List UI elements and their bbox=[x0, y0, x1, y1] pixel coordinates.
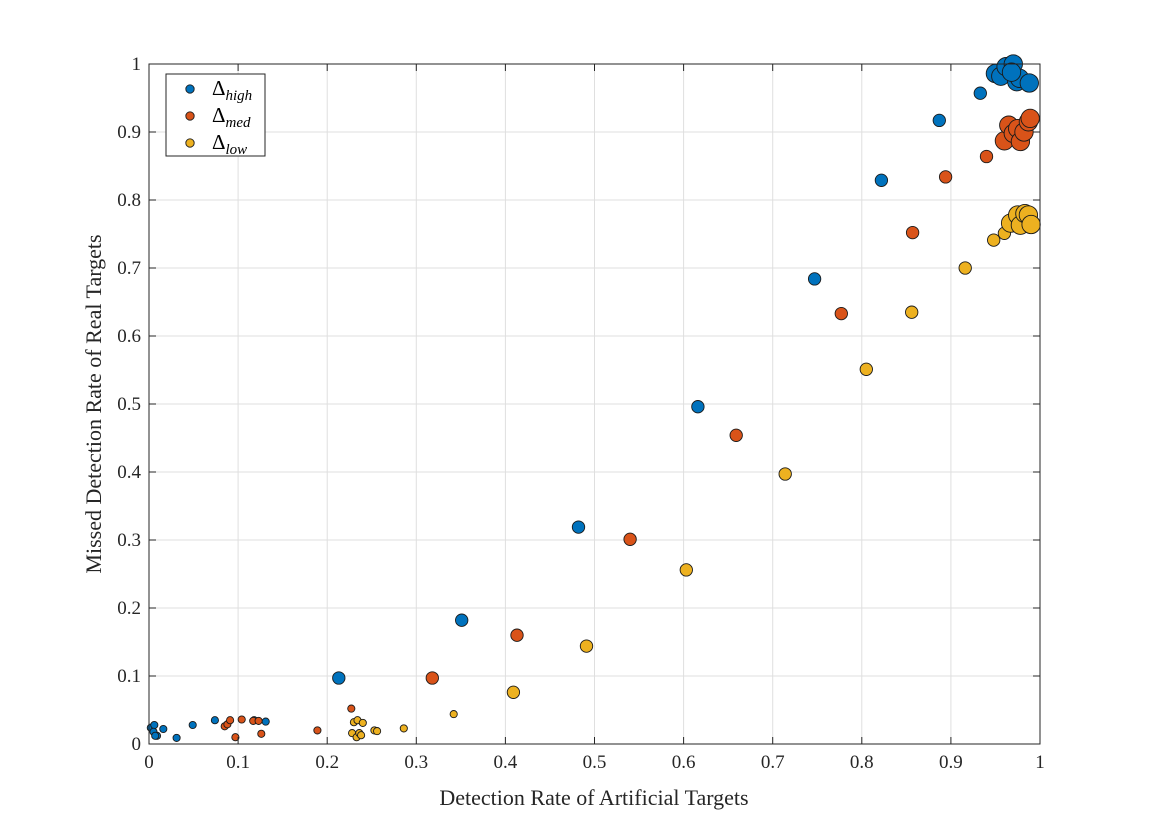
data-point-low bbox=[373, 727, 382, 736]
y-tick-label: 0.2 bbox=[117, 598, 141, 619]
data-point-high bbox=[172, 733, 181, 742]
y-tick-label: 0.7 bbox=[117, 258, 141, 279]
legend-box bbox=[165, 73, 266, 157]
legend-entry-med: Δmed bbox=[212, 103, 251, 131]
y-tick-label: 0.4 bbox=[117, 462, 141, 483]
data-point-med bbox=[425, 671, 439, 685]
data-point-med bbox=[226, 716, 235, 725]
legend-entry-low: Δlow bbox=[212, 130, 247, 158]
data-point-med bbox=[510, 628, 524, 642]
x-tick-label: 0 bbox=[144, 752, 154, 773]
data-point-high bbox=[807, 272, 822, 286]
y-tick-label: 0.6 bbox=[117, 326, 141, 347]
y-tick-labels: 0 0.1 0.2 0.3 0.4 0.5 0.6 0.7 0.8 0.9 1 bbox=[117, 54, 141, 755]
y-tick-label: 0 bbox=[132, 734, 142, 755]
legend-marker-low bbox=[185, 138, 195, 148]
x-tick-label: 1 bbox=[1035, 752, 1045, 773]
data-point-low bbox=[579, 639, 594, 653]
data-point-med bbox=[834, 306, 848, 321]
data-point-low bbox=[449, 710, 458, 719]
data-point-low bbox=[358, 718, 367, 727]
y-tick-label: 0.1 bbox=[117, 666, 141, 687]
axis-ticks bbox=[148, 63, 1041, 745]
data-point-med bbox=[347, 704, 356, 713]
x-tick-labels: 0 0.1 0.2 0.3 0.4 0.5 0.6 0.7 0.8 0.9 1 bbox=[144, 752, 1045, 773]
x-tick-label: 0.1 bbox=[226, 752, 250, 773]
data-point-med bbox=[623, 532, 637, 546]
data-point-low bbox=[905, 305, 919, 319]
x-axis-title: Detection Rate of Artificial Targets bbox=[439, 785, 748, 810]
data-point-med bbox=[1020, 108, 1040, 129]
series-med bbox=[220, 108, 1040, 742]
data-point-high bbox=[159, 724, 168, 734]
y-tick-label: 0.8 bbox=[117, 190, 141, 211]
data-point-low bbox=[399, 724, 408, 733]
data-point-med bbox=[729, 428, 743, 442]
x-tick-label: 0.7 bbox=[761, 752, 785, 773]
data-point-med bbox=[938, 170, 953, 184]
y-tick-label: 0.9 bbox=[117, 122, 141, 143]
data-point-high bbox=[932, 113, 946, 128]
data-points bbox=[146, 54, 1041, 742]
data-point-high bbox=[188, 720, 197, 730]
data-point-low bbox=[506, 685, 521, 699]
data-point-low bbox=[1021, 214, 1041, 235]
data-point-high bbox=[332, 671, 346, 685]
x-tick-label: 0.8 bbox=[850, 752, 874, 773]
data-point-high bbox=[210, 716, 219, 725]
data-point-low bbox=[859, 362, 873, 376]
grid-lines bbox=[149, 64, 1040, 744]
data-point-med bbox=[231, 733, 240, 742]
data-point-low bbox=[987, 233, 1001, 247]
series-low bbox=[348, 203, 1041, 742]
y-axis-title: Missed Detection Rate of Real Targets bbox=[81, 234, 106, 573]
legend-marker-high bbox=[185, 84, 195, 94]
data-point-high bbox=[1019, 73, 1039, 93]
x-tick-label: 0.9 bbox=[939, 752, 963, 773]
data-point-low bbox=[958, 261, 972, 275]
data-point-high bbox=[1001, 62, 1022, 82]
y-tick-label: 0.3 bbox=[117, 530, 141, 551]
data-point-high bbox=[571, 520, 586, 534]
data-point-low bbox=[778, 467, 792, 481]
data-point-med bbox=[254, 716, 263, 725]
y-tick-label: 1 bbox=[132, 54, 142, 75]
data-point-high bbox=[455, 613, 469, 627]
y-tick-label: 0.5 bbox=[117, 394, 141, 415]
data-point-high bbox=[150, 720, 159, 730]
data-point-high bbox=[691, 400, 705, 414]
data-point-low bbox=[679, 563, 693, 577]
data-point-high bbox=[261, 717, 270, 726]
data-point-med bbox=[257, 729, 266, 738]
x-tick-label: 0.4 bbox=[494, 752, 518, 773]
x-tick-label: 0.3 bbox=[404, 752, 428, 773]
x-tick-label: 0.6 bbox=[672, 752, 696, 773]
data-point-high bbox=[874, 173, 889, 187]
data-point-low bbox=[357, 731, 366, 740]
legend-marker-med bbox=[185, 111, 195, 121]
legend-entry-high: Δhigh bbox=[212, 76, 252, 104]
x-tick-label: 0.2 bbox=[315, 752, 339, 773]
data-point-high bbox=[973, 86, 987, 100]
data-point-high bbox=[151, 731, 160, 740]
data-point-med bbox=[237, 715, 246, 724]
data-point-med bbox=[313, 726, 322, 735]
x-tick-label: 0.5 bbox=[583, 752, 607, 773]
data-point-med bbox=[905, 225, 920, 240]
data-point-med bbox=[979, 149, 994, 164]
